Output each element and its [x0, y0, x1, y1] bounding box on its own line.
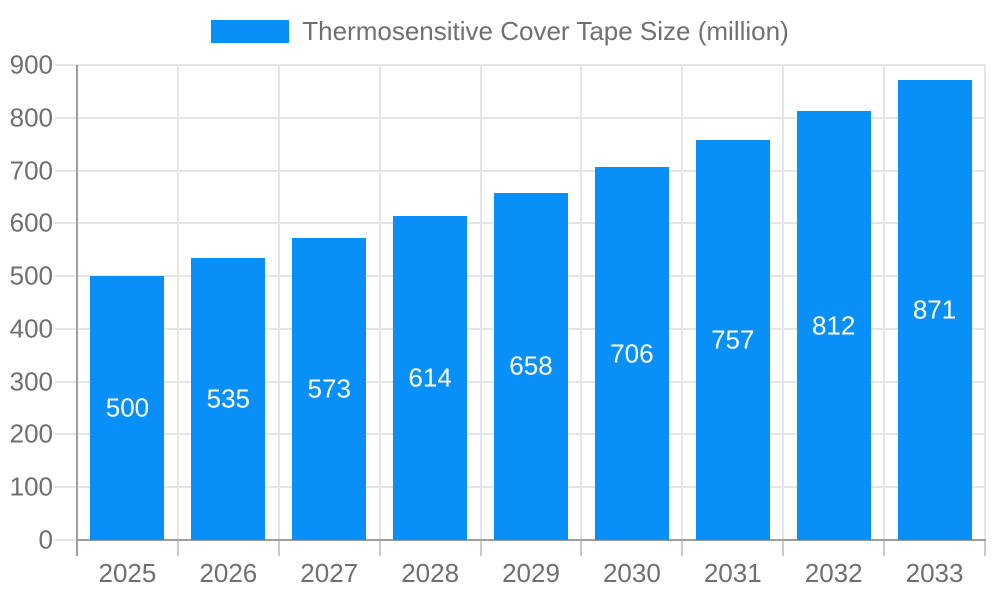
legend-swatch: [211, 19, 290, 43]
x-gridline: [277, 65, 280, 540]
bar-2027[interactable]: [292, 237, 367, 540]
bar-value-label: 706: [610, 338, 654, 369]
x-gridline: [883, 65, 886, 540]
bar-2025[interactable]: [90, 276, 165, 540]
x-axis-tick-label: 2025: [98, 558, 157, 588]
x-axis-tick-label: 2033: [905, 558, 964, 588]
bar-2029[interactable]: [494, 192, 568, 540]
x-axis-tick: [984, 540, 986, 556]
legend-series-label: Thermosensitive Cover Tape Size (million…: [302, 16, 789, 46]
x-gridline: [984, 65, 986, 540]
y-axis-tick-label: 200: [9, 418, 53, 449]
bar-value-label: 573: [307, 373, 351, 404]
x-gridline: [681, 65, 684, 540]
y-axis-line: [76, 65, 78, 540]
chart-legend[interactable]: Thermosensitive Cover Tape Size (million…: [0, 17, 1000, 45]
y-axis-tick-label: 800: [9, 102, 53, 133]
x-axis-tick-label: 2027: [300, 558, 359, 588]
x-axis-tick: [681, 540, 684, 556]
x-axis-tick: [479, 540, 482, 556]
bar-2030[interactable]: [594, 167, 669, 540]
bar-value-label: 871: [912, 294, 957, 325]
x-axis-tick: [883, 540, 886, 556]
x-gridline: [176, 65, 179, 540]
bar-2028[interactable]: [393, 215, 468, 540]
x-axis-tick-label: 2031: [703, 558, 762, 588]
x-axis-tick: [782, 540, 785, 556]
x-axis-tick-label: 2032: [804, 558, 863, 588]
y-axis-tick: [55, 539, 77, 541]
bar-value-label: 500: [105, 392, 150, 423]
bar-2026[interactable]: [191, 257, 266, 540]
x-axis-tick: [176, 540, 179, 556]
bar-2032[interactable]: [796, 111, 871, 540]
x-axis-tick: [277, 540, 280, 556]
y-gridline: [55, 116, 985, 119]
x-axis-tick-label: 2028: [401, 558, 460, 588]
bar-value-label: 614: [408, 362, 452, 393]
x-axis-tick: [76, 540, 78, 556]
bar-2033[interactable]: [897, 80, 972, 540]
y-axis-tick-label: 900: [9, 49, 53, 80]
y-axis-tick-label: 700: [9, 155, 53, 186]
x-axis-tick: [378, 540, 381, 556]
x-axis-tick-label: 2029: [502, 558, 560, 588]
bar-value-label: 812: [811, 310, 856, 341]
y-axis-tick-label: 500: [9, 260, 53, 291]
y-gridline: [55, 169, 985, 172]
x-gridline: [479, 65, 482, 540]
bar-value-label: 658: [509, 350, 553, 381]
x-axis-tick-label: 2030: [602, 558, 661, 588]
y-gridline: [55, 64, 985, 66]
y-axis-tick-label: 600: [9, 207, 53, 238]
bar-value-label: 535: [206, 383, 251, 414]
x-axis-tick-label: 2026: [199, 558, 258, 588]
x-axis-tick: [580, 540, 583, 556]
x-gridline: [782, 65, 785, 540]
y-axis-tick-label: 300: [9, 366, 53, 397]
y-axis-tick-label: 0: [38, 524, 53, 555]
x-axis-line: [76, 539, 986, 541]
x-gridline: [580, 65, 583, 540]
y-axis-tick-label: 100: [9, 471, 53, 502]
y-axis-tick-label: 400: [9, 313, 53, 344]
bar-value-label: 757: [711, 324, 755, 355]
x-gridline: [378, 65, 381, 540]
bar-2031[interactable]: [695, 140, 770, 540]
